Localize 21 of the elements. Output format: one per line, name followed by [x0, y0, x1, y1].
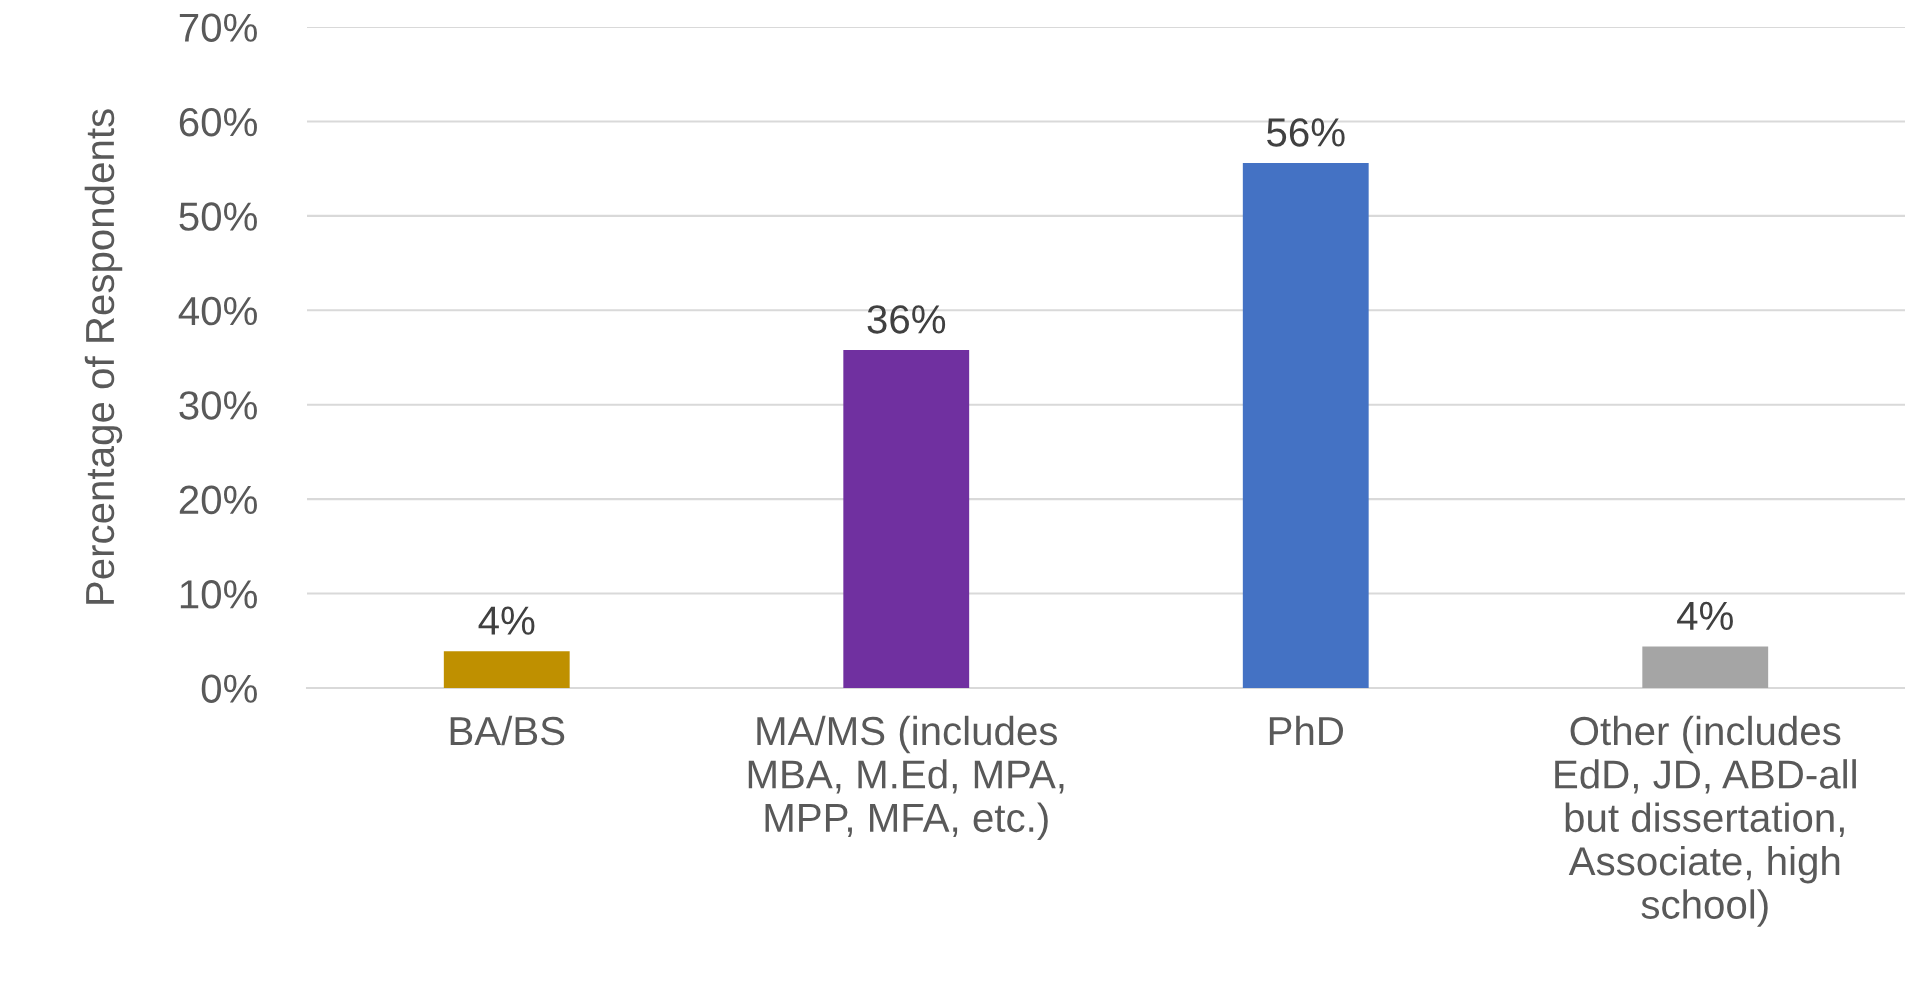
y-tick-label: 50% — [179, 202, 257, 231]
y-tick-label: 0% — [201, 674, 257, 703]
y-tick-label: 60% — [179, 107, 257, 137]
y-tick-label: 30% — [179, 391, 257, 420]
y-tick-label: 40% — [178, 296, 257, 326]
x-tick-label: PhD — [1269, 715, 1343, 745]
data-label: 4% — [478, 606, 535, 635]
bar — [1242, 162, 1369, 688]
data-label: 4% — [1677, 601, 1733, 630]
x-tick-label: MA/MS (includes MBA, M.Ed, MPA, MPP, MFA, etc.) — [748, 715, 1064, 841]
x-tick-label: Other (includes EdD, JD, ABD-all but dissertation, Associate, high school) — [1555, 715, 1856, 927]
y-tick-label: 10% — [180, 580, 257, 609]
y-axis-title: Percentage of Respondents — [84, 109, 123, 604]
y-tick-label: 70% — [179, 13, 257, 42]
bar — [1642, 646, 1769, 688]
y-tick-label: 20% — [179, 485, 257, 515]
bar — [843, 349, 970, 688]
x-tick-label: BA/BS — [450, 715, 565, 746]
data-label: 36% — [867, 305, 946, 334]
data-label: 56% — [1267, 118, 1345, 147]
bar — [443, 651, 570, 688]
